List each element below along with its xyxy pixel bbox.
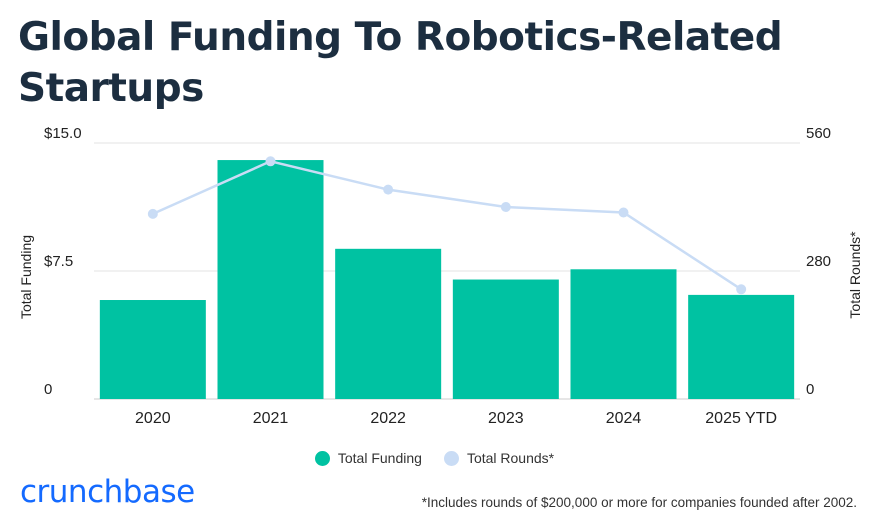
- y-left-tick-label: $15.0: [44, 125, 82, 142]
- bar: [99, 300, 206, 399]
- rounds-point: [736, 284, 747, 295]
- crunchbase-logo[interactable]: crunchbase: [20, 474, 195, 510]
- bar: [217, 160, 324, 399]
- legend-swatch-funding: [314, 450, 330, 466]
- rounds-point: [500, 202, 511, 212]
- rounds-point: [147, 208, 158, 219]
- axes: $15.0 $7.5 0 560 280 0 Total Funding Total Roun…: [18, 125, 863, 427]
- legend-label-rounds: Total Rounds*: [466, 450, 555, 466]
- y-right-tick-label: 560: [806, 125, 831, 142]
- bar: [688, 294, 795, 399]
- bar: [452, 279, 559, 399]
- x-tick-label: 2025 YTD: [705, 410, 777, 427]
- legend-item-total-funding[interactable]: Total Funding: [314, 450, 422, 466]
- bar: [570, 269, 677, 399]
- bar: [335, 248, 442, 399]
- x-tick-label: 2021: [253, 410, 289, 427]
- bars: [99, 160, 795, 399]
- y-right-tick-label: 0: [806, 381, 814, 398]
- rounds-point: [383, 184, 394, 195]
- chart-title: Global Funding To Robotics-Related Start…: [18, 15, 783, 111]
- legend: Total Funding Total Rounds*: [0, 450, 869, 466]
- rounds-series-line: [152, 159, 742, 291]
- rounds-point: [618, 207, 629, 218]
- x-tick-label: 2020: [135, 410, 171, 427]
- rounds-point: [265, 156, 276, 167]
- x-tick-label: 2023: [488, 410, 524, 427]
- rounds-line: [147, 156, 747, 295]
- x-tick-label: 2022: [370, 410, 406, 427]
- gridlines: [94, 142, 800, 400]
- y-right-axis-title: Total Rounds*: [847, 231, 863, 319]
- y-left-axis-title: Total Funding: [18, 235, 34, 319]
- y-left-tick-label: 0: [44, 381, 52, 398]
- y-right-tick-label: 280: [806, 253, 831, 270]
- x-tick-label: 2024: [606, 410, 642, 427]
- legend-swatch-rounds: [443, 450, 459, 466]
- legend-item-total-rounds[interactable]: Total Rounds*: [443, 450, 555, 466]
- legend-label-funding: Total Funding: [337, 450, 422, 466]
- y-left-tick-label: $7.5: [44, 253, 73, 270]
- footnote: *Includes rounds of $200,000 or more for…: [421, 495, 857, 510]
